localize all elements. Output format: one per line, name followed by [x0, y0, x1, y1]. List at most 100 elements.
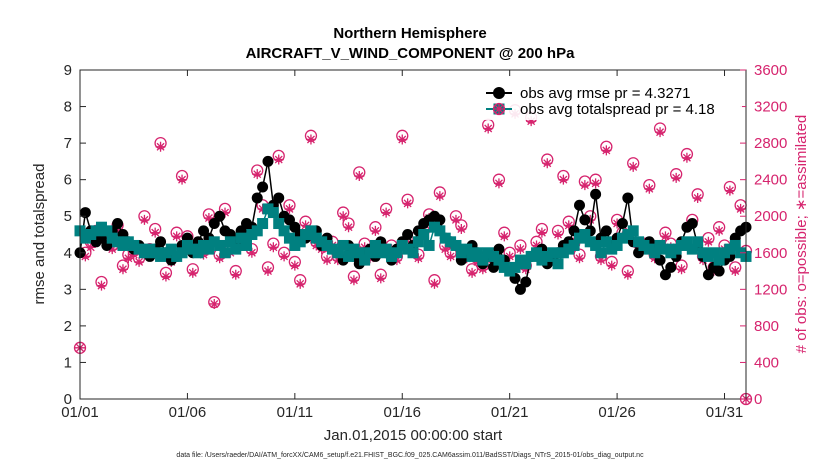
obs-assimilated-point — [295, 278, 306, 289]
obs-assimilated-point — [714, 225, 725, 236]
obs-assimilated-point — [735, 203, 746, 214]
rmse-point — [273, 192, 285, 204]
spread-point — [412, 236, 424, 248]
obs-assimilated-point — [655, 127, 666, 138]
obs-assimilated-point — [370, 225, 381, 236]
obs-assimilated-point — [467, 267, 478, 278]
obs-assimilated-point — [252, 169, 263, 180]
obs-assimilated-point — [375, 273, 386, 284]
obs-assimilated-point — [279, 251, 290, 262]
obs-assimilated-point — [574, 253, 585, 264]
y-axis-label-right: # of obs: o=possible; ∗=assimilated — [793, 115, 810, 354]
spread-point — [579, 229, 591, 240]
rmse-point — [402, 229, 414, 240]
obs-assimilated-point — [644, 183, 655, 194]
obs-assimilated-point — [117, 264, 128, 275]
obs-assimilated-point — [80, 251, 91, 262]
spread-point — [520, 258, 532, 270]
obs-assimilated-point — [553, 229, 564, 240]
y-right-tick-label: 1200 — [754, 281, 787, 298]
spread-point — [176, 247, 188, 259]
obs-assimilated-point — [440, 244, 451, 255]
y-right-tick-label: 2400 — [754, 172, 787, 189]
y-left-tick-label: 6 — [64, 172, 72, 189]
obs-assimilated-point — [558, 174, 569, 185]
spread-point — [214, 239, 226, 251]
spread-point — [305, 225, 317, 237]
x-axis-label: Jan.01,2015 00:00:00 start — [324, 427, 503, 444]
obs-assimilated-point — [703, 236, 714, 247]
spread-point — [713, 254, 725, 266]
y-right-tick-label: 2000 — [754, 208, 787, 225]
spread-point — [251, 225, 263, 237]
spread-point — [407, 247, 419, 259]
spread-point — [547, 247, 559, 259]
obs-assimilated-point — [322, 255, 333, 266]
plot-frame — [79, 69, 747, 400]
spread-point — [353, 247, 365, 259]
y-right-tick-label: 3200 — [754, 99, 787, 116]
y-right-tick-label: 1600 — [754, 245, 787, 262]
obs-assimilated-point — [590, 178, 601, 189]
obs-assimilated-point — [139, 214, 150, 225]
obs-assimilated-point — [531, 240, 542, 251]
spread-point — [477, 254, 489, 266]
obs-assimilated-point — [601, 145, 612, 156]
legend-box — [480, 80, 742, 120]
obs-assimilated-point — [681, 152, 692, 163]
spread-point — [224, 236, 236, 248]
obs-assimilated-point — [203, 213, 214, 224]
obs-assimilated-point — [289, 260, 300, 271]
obs-assimilated-point — [96, 280, 107, 291]
spread-point — [235, 232, 247, 244]
spread-point — [101, 225, 113, 237]
spread-point — [493, 254, 505, 266]
x-tick-label: 01/16 — [383, 404, 421, 421]
spread-point — [681, 236, 693, 248]
x-tick-label: 01/31 — [706, 404, 744, 421]
obs-assimilated-point — [85, 242, 96, 253]
spread-point — [627, 225, 639, 237]
legend-obs-marks — [492, 102, 506, 116]
obs-assimilated-point — [177, 174, 188, 185]
obs-assimilated-point — [160, 271, 171, 282]
spread-point — [509, 261, 521, 273]
spread-point — [729, 239, 741, 251]
obs-assimilated-point — [434, 191, 445, 202]
spread-point — [283, 232, 295, 244]
rmse-point — [251, 192, 263, 204]
series-layer — [73, 104, 753, 406]
y-right-tick-label: 400 — [754, 354, 779, 371]
y-axis-label-left: rmse and totalspread — [31, 164, 48, 305]
rmse-point — [262, 155, 274, 167]
spread-point — [600, 236, 612, 248]
obs-assimilated-point — [209, 298, 220, 309]
rmse-point — [713, 265, 725, 277]
obs-assimilated-point — [660, 231, 671, 242]
obs-assimilated-point — [429, 278, 440, 289]
y-left-tick-label: 0 — [64, 391, 72, 408]
x-tick-label: 01/26 — [598, 404, 636, 421]
spread-point — [418, 229, 430, 240]
obs-assimilated-point — [381, 207, 392, 218]
obs-assimilated-point — [268, 242, 279, 253]
rmse-point — [590, 188, 602, 200]
footer-datafile: data file: /Users/raeder/DAI/ATM_forcXX/… — [176, 452, 644, 459]
obs-assimilated-point — [606, 260, 617, 271]
x-tick-label: 01/01 — [61, 404, 99, 421]
spread-point — [273, 218, 285, 230]
spread-point — [471, 247, 483, 259]
obs-assimilated-point — [671, 172, 682, 183]
obs-assimilated-point — [526, 116, 537, 127]
legend-rmse-label: obs avg rmse pr = 4.3271 — [520, 85, 691, 102]
rmse-point — [214, 210, 226, 222]
obs-assimilated-point — [171, 231, 182, 242]
obs-assimilated-point — [402, 198, 413, 209]
spread-point — [552, 258, 564, 270]
obs-assimilated-point — [499, 231, 510, 242]
obs-assimilated-point — [504, 251, 515, 262]
spread-point — [241, 239, 252, 251]
obs-assimilated-point — [692, 192, 703, 203]
obs-assimilated-point — [220, 207, 231, 218]
